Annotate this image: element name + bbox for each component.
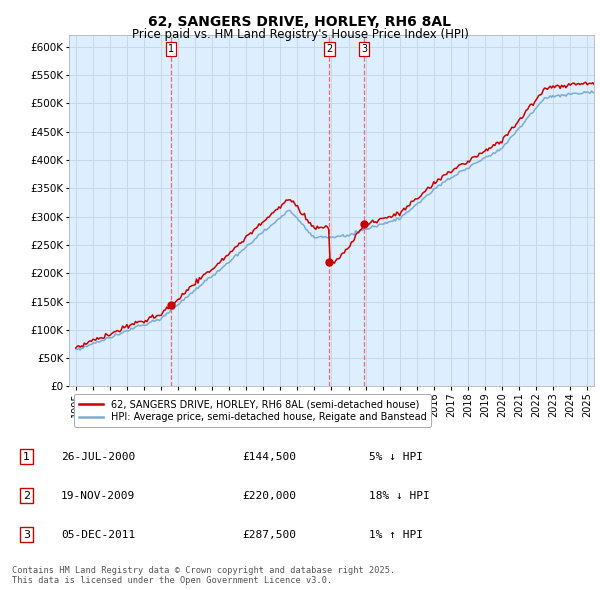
Text: 62, SANGERS DRIVE, HORLEY, RH6 8AL: 62, SANGERS DRIVE, HORLEY, RH6 8AL <box>149 15 452 29</box>
Text: 2: 2 <box>23 491 30 500</box>
Text: 5% ↓ HPI: 5% ↓ HPI <box>369 452 423 461</box>
Text: 05-DEC-2011: 05-DEC-2011 <box>61 530 135 539</box>
Text: 1: 1 <box>167 44 174 54</box>
Text: £287,500: £287,500 <box>242 530 296 539</box>
Text: 1% ↑ HPI: 1% ↑ HPI <box>369 530 423 539</box>
Text: 19-NOV-2009: 19-NOV-2009 <box>61 491 135 500</box>
Text: £144,500: £144,500 <box>242 452 296 461</box>
Text: Price paid vs. HM Land Registry's House Price Index (HPI): Price paid vs. HM Land Registry's House … <box>131 28 469 41</box>
Text: 26-JUL-2000: 26-JUL-2000 <box>61 452 135 461</box>
Text: 3: 3 <box>361 44 367 54</box>
Text: £220,000: £220,000 <box>242 491 296 500</box>
Text: 2: 2 <box>326 44 332 54</box>
Legend: 62, SANGERS DRIVE, HORLEY, RH6 8AL (semi-detached house), HPI: Average price, se: 62, SANGERS DRIVE, HORLEY, RH6 8AL (semi… <box>74 394 431 427</box>
Text: 3: 3 <box>23 530 30 539</box>
Text: 18% ↓ HPI: 18% ↓ HPI <box>369 491 430 500</box>
Text: Contains HM Land Registry data © Crown copyright and database right 2025.
This d: Contains HM Land Registry data © Crown c… <box>12 566 395 585</box>
Text: 1: 1 <box>23 452 30 461</box>
